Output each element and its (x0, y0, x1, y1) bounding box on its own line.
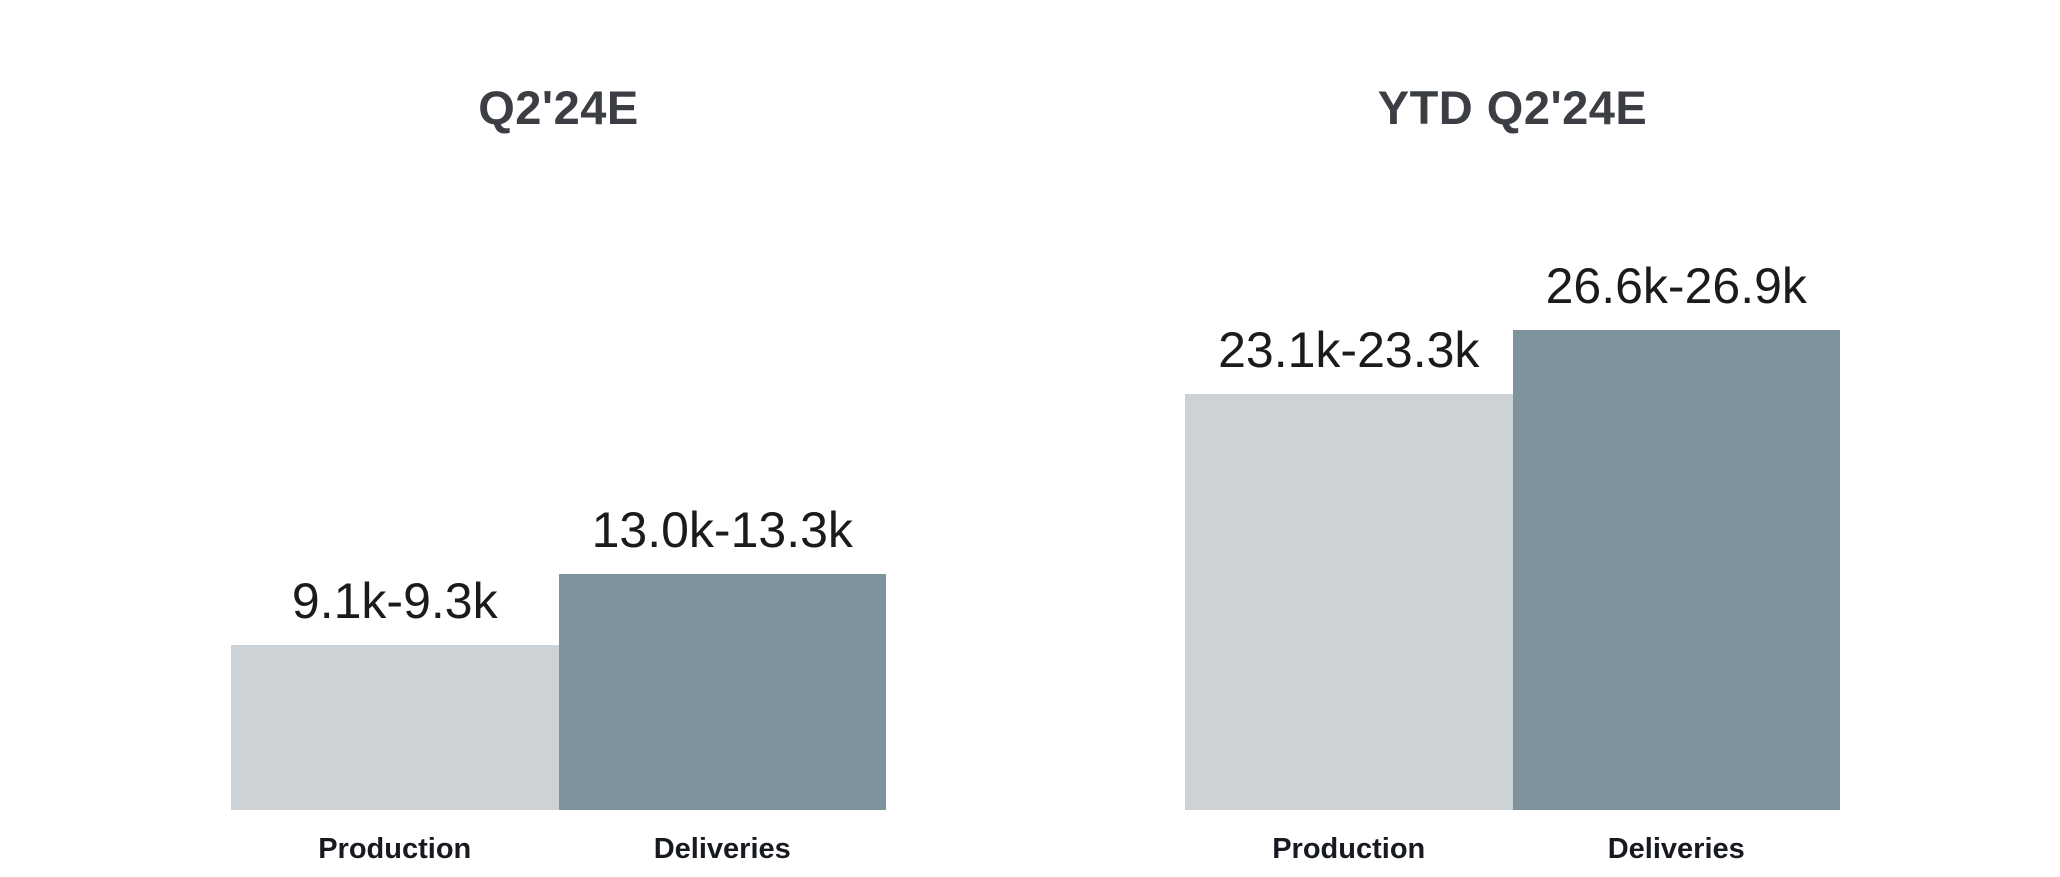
bar-value-label: 9.1k-9.3k (291, 573, 498, 630)
bar-deliveries: 26.6k-26.9k (1512, 259, 1840, 810)
bar-value-label: 26.6k-26.9k (1545, 258, 1807, 315)
x-axis-label-production: Production (318, 833, 472, 865)
bar-value-label: 23.1k-23.3k (1218, 322, 1480, 379)
bar-production: 9.1k-9.3k (231, 574, 559, 810)
bar-chart-q2-24e: Q2'24E 9.1k-9.3k 13.0k-13.3k Production De… (231, 84, 886, 866)
chart-title: Q2'24E (478, 81, 639, 134)
x-axis-label-deliveries: Deliveries (653, 833, 791, 865)
bar-deliveries: 13.0k-13.3k (558, 503, 886, 810)
bar-value-label: 13.0k-13.3k (591, 502, 853, 559)
x-axis-label-production: Production (1272, 833, 1426, 865)
plot-area: 23.1k-23.3k 26.6k-26.9k (1185, 259, 1840, 810)
plot-area: 9.1k-9.3k 13.0k-13.3k (231, 326, 886, 810)
bar-chart-ytd-q2-24e: YTD Q2'24E 23.1k-23.3k 26.6k-26.9k Produc… (1185, 84, 1840, 866)
x-axis-labels: Production Deliveries (231, 833, 886, 866)
bar-production: 23.1k-23.3k (1185, 323, 1513, 810)
x-axis-labels: Production Deliveries (1185, 833, 1840, 866)
x-axis-label-deliveries: Deliveries (1607, 833, 1745, 865)
chart-title: YTD Q2'24E (1377, 81, 1648, 134)
